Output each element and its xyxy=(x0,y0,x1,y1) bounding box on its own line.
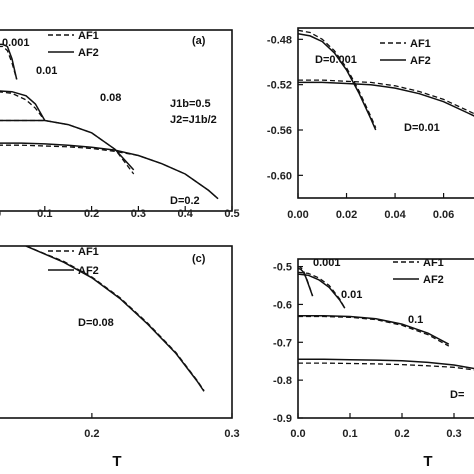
curve-annotation: 0.001 xyxy=(2,37,30,49)
legend-label: AF2 xyxy=(78,265,99,277)
series-af2-line xyxy=(298,358,474,370)
y-tick-label: -0.7 xyxy=(273,337,292,349)
legend-label: AF1 xyxy=(78,246,99,258)
x-tick-label: 0.3 xyxy=(446,428,461,440)
x-tick-label: 0.00 xyxy=(287,209,308,221)
series-af1-line xyxy=(298,315,450,347)
x-tick-label: 0.02 xyxy=(336,209,357,221)
series-af2-line xyxy=(298,32,377,131)
curve-annotation: 0.001 xyxy=(313,257,341,269)
legend-label: AF1 xyxy=(410,38,431,50)
curves xyxy=(0,43,219,200)
x-tick-label: 0.04 xyxy=(384,209,406,221)
series-af2-line xyxy=(25,246,205,392)
panel-3: 0.2 0.3 D=0.08 AF1 AF2 (c) T xyxy=(0,245,240,470)
panel-1: 0 0.1 0.2 0.3 0.4 0.5 0.001 0.01 0.08 D=0.2 J1b=0.… xyxy=(0,29,240,220)
series-af1-line xyxy=(0,45,18,80)
curves xyxy=(298,265,474,371)
series-af1-line xyxy=(298,79,474,115)
x-axis-label: T xyxy=(423,453,432,470)
panel-2: 0.00 0.02 0.04 0.06 -0.48 -0.52 -0.56 -0.60 D=0.… xyxy=(267,27,474,221)
x-axis-label: T xyxy=(112,453,121,470)
series-af2-line xyxy=(0,119,135,171)
series-af2-line xyxy=(0,90,46,121)
legend-label: AF2 xyxy=(410,55,431,67)
panel-label: (c) xyxy=(192,253,206,265)
legend-label: AF2 xyxy=(78,47,99,59)
curve-annotation: D=0.01 xyxy=(404,122,440,134)
x-tick-label: 0.2 xyxy=(84,428,99,440)
curve-annotation: 0.01 xyxy=(341,289,362,301)
curve-annotation: 0.01 xyxy=(36,65,57,77)
x-tick-label: 0.5 xyxy=(224,208,239,220)
plot-frame xyxy=(297,258,474,419)
plot-frame xyxy=(0,29,233,212)
series-af1-line xyxy=(298,362,474,371)
legend-label: AF1 xyxy=(78,30,99,42)
series-af2-line xyxy=(298,273,346,309)
curve-annotation: D= xyxy=(450,389,464,401)
series-af2-line xyxy=(298,315,450,345)
y-tick-label: -0.5 xyxy=(273,262,292,274)
curve-annotation: D=0.08 xyxy=(78,317,114,329)
curves xyxy=(25,246,205,392)
y-tick-label: -0.52 xyxy=(267,80,292,92)
plot-frame xyxy=(0,245,233,419)
series-af1-line xyxy=(0,144,219,200)
curve-annotation: J2=J1b/2 xyxy=(170,114,217,126)
series-af1-line xyxy=(298,271,346,309)
series-af2-line xyxy=(0,142,219,200)
x-tick-label: 0.1 xyxy=(342,428,357,440)
series-af2-line xyxy=(298,267,314,297)
curve-annotation: 0.1 xyxy=(408,314,423,326)
x-tick-label: 0.3 xyxy=(131,208,146,220)
y-tick-label: -0.9 xyxy=(273,413,292,425)
series-af1-line xyxy=(25,246,205,391)
curve-annotation: D=0.001 xyxy=(315,54,357,66)
x-tick-label: 0.1 xyxy=(37,208,52,220)
legend-label: AF1 xyxy=(423,257,444,269)
x-tick-label: 0.3 xyxy=(224,428,239,440)
series-af2-line xyxy=(298,81,474,117)
x-tick-label: 0 xyxy=(0,208,1,220)
curves xyxy=(298,29,474,131)
y-tick-label: -0.48 xyxy=(267,34,292,46)
series-af1-line xyxy=(298,29,377,128)
y-tick-label: -0.60 xyxy=(267,170,292,182)
y-tick-label: -0.56 xyxy=(267,125,292,137)
curve-annotation: J1b=0.5 xyxy=(170,98,211,110)
x-tick-label: 0.0 xyxy=(290,428,305,440)
y-tick-label: -0.8 xyxy=(273,375,292,387)
panel-label: (a) xyxy=(192,35,206,47)
x-tick-label: 0.06 xyxy=(433,209,454,221)
y-tick-label: -0.6 xyxy=(273,299,292,311)
legend-label: AF2 xyxy=(423,274,444,286)
plot-frame xyxy=(297,27,474,199)
series-af2-line xyxy=(0,43,18,80)
x-tick-label: 0.4 xyxy=(178,208,194,220)
panel-4: 0.0 0.1 0.2 0.3 -0.5 -0.6 -0.7 -0.8 -0.9 0.001 0.0… xyxy=(273,257,474,470)
series-af1-line xyxy=(0,91,46,121)
curve-annotation: D=0.2 xyxy=(170,195,200,207)
x-tick-label: 0.2 xyxy=(394,428,409,440)
curve-annotation: 0.08 xyxy=(100,92,121,104)
x-tick-label: 0.2 xyxy=(84,208,99,220)
